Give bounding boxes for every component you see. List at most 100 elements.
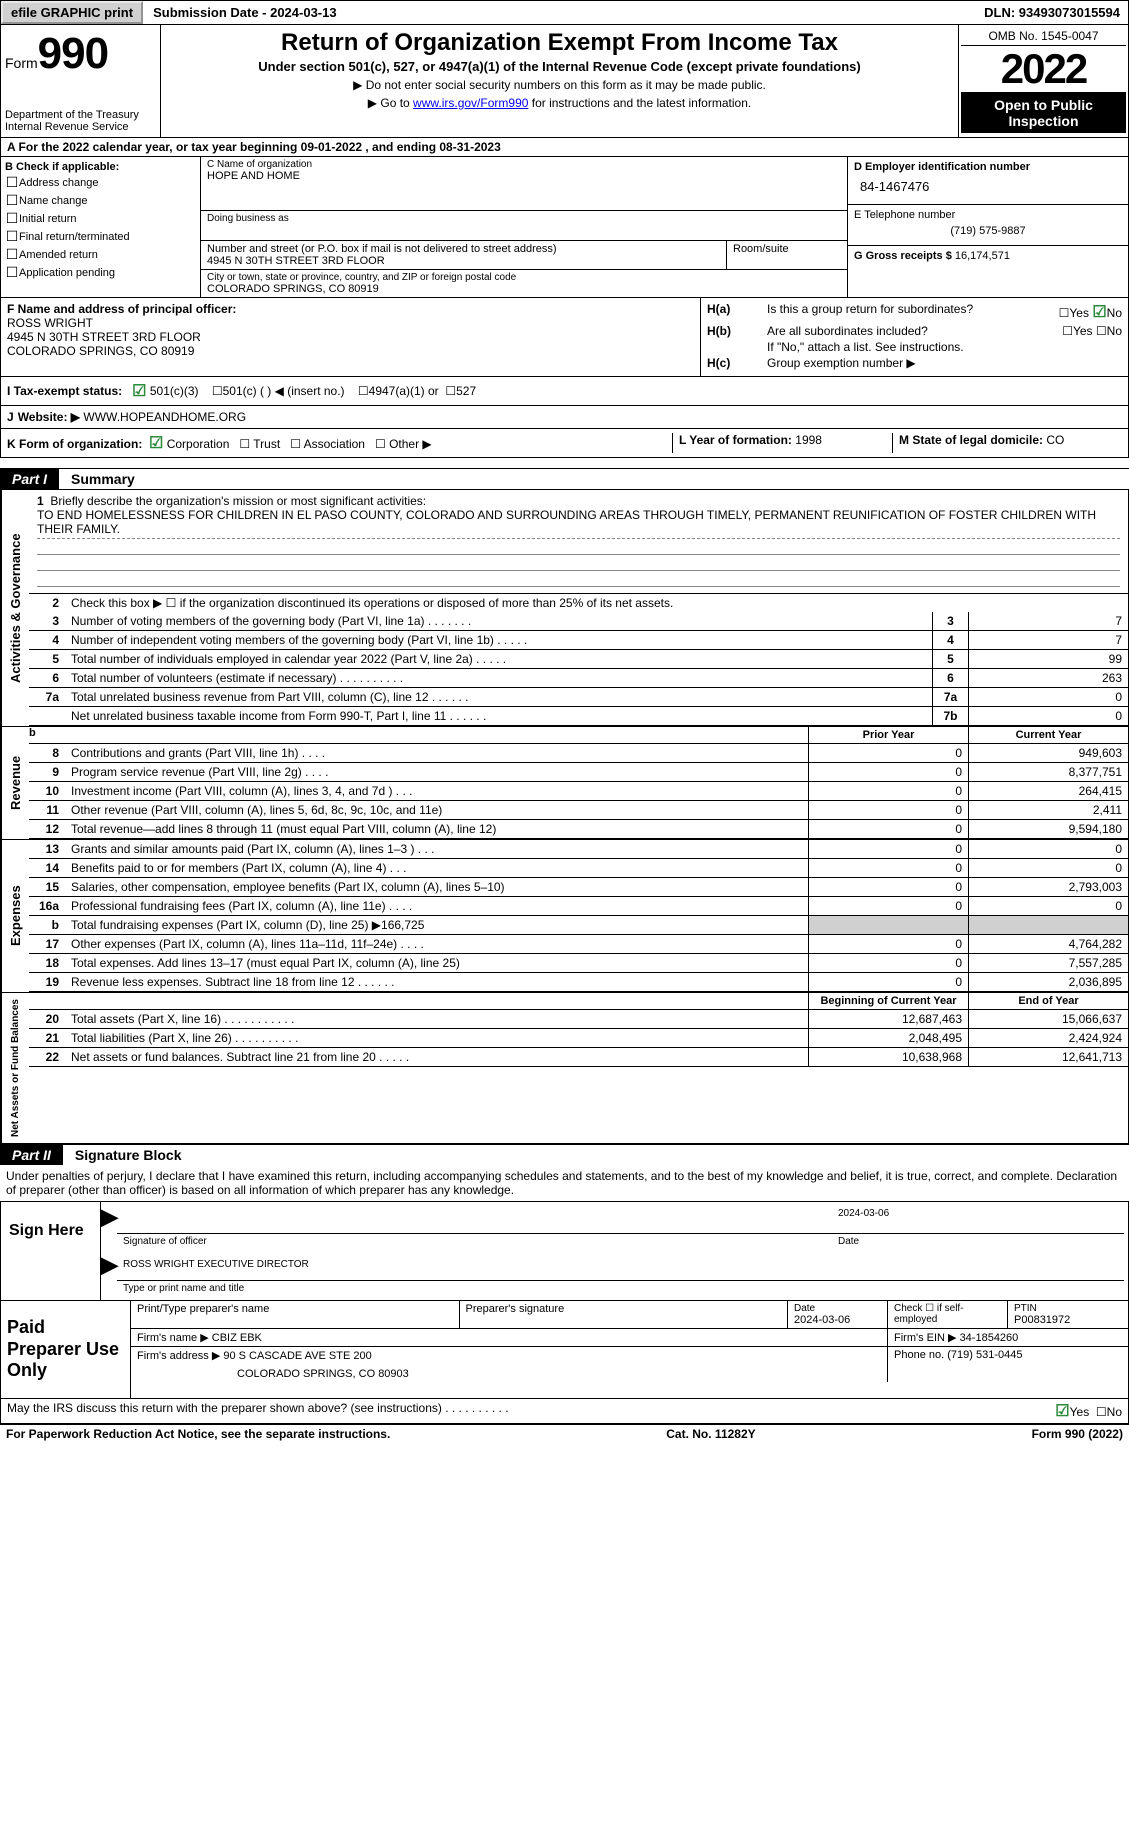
prior-value — [808, 916, 968, 934]
mission-text: TO END HOMELESSNESS FOR CHILDREN IN EL P… — [37, 508, 1120, 539]
firm-ein-value: 34-1854260 — [960, 1332, 1019, 1344]
firm-addr2: COLORADO SPRINGS, CO 80903 — [237, 1368, 881, 1380]
line-text: Total number of volunteers (estimate if … — [65, 669, 932, 687]
line-text: Total liabilities (Part X, line 26) . . … — [65, 1029, 808, 1047]
current-value: 949,603 — [968, 744, 1128, 762]
summary-line: 5Total number of individuals employed in… — [29, 650, 1128, 669]
line-value: 0 — [968, 707, 1128, 725]
hc-text: Group exemption number ▶ — [767, 356, 1122, 370]
omb-number: OMB No. 1545-0047 — [961, 27, 1126, 46]
line-text: Professional fundraising fees (Part IX, … — [65, 897, 808, 915]
j-label: J — [7, 410, 14, 424]
arrow-icon: ▶ — [101, 1252, 118, 1278]
line-number: 12 — [29, 820, 65, 838]
begin-year-header: Beginning of Current Year — [808, 993, 968, 1009]
officer-name: ROSS WRIGHT — [7, 316, 694, 330]
line-box: 7b — [932, 707, 968, 725]
line-number: 3 — [29, 612, 65, 630]
prior-value: 0 — [808, 840, 968, 858]
k-label: K Form of organization: — [7, 437, 142, 451]
i-label: I Tax-exempt status: — [7, 384, 122, 398]
expense-line: 13Grants and similar amounts paid (Part … — [29, 840, 1128, 859]
blank-line — [37, 541, 1120, 555]
expense-line: 19Revenue less expenses. Subtract line 1… — [29, 973, 1128, 992]
efile-button[interactable]: efile GRAPHIC print — [1, 1, 143, 24]
arrow-icon: ▶ — [101, 1204, 118, 1230]
l-value: 1998 — [795, 433, 822, 447]
status-row: I Tax-exempt status: ☑ 501(c)(3) ☐ 501(c… — [0, 377, 1129, 406]
activities-section: Activities & Governance 1 Briefly descri… — [0, 489, 1129, 727]
prep-date-label: Date — [794, 1303, 881, 1314]
line-value: 0 — [968, 688, 1128, 706]
line1-label: Briefly describe the organization's miss… — [50, 494, 426, 508]
chk-address-change[interactable]: ☐Address change — [5, 174, 196, 191]
netasset-line: 20Total assets (Part X, line 16) . . . .… — [29, 1010, 1128, 1029]
activities-vlabel: Activities & Governance — [1, 490, 29, 726]
line-text: Other revenue (Part VIII, column (A), li… — [65, 801, 808, 819]
line-text: Total assets (Part X, line 16) . . . . .… — [65, 1010, 808, 1028]
chk-initial-return[interactable]: ☐Initial return — [5, 210, 196, 227]
m-value: CO — [1046, 433, 1064, 447]
prior-value: 0 — [808, 897, 968, 915]
note-goto-post: for instructions and the latest informat… — [528, 96, 751, 110]
self-employed-check[interactable]: Check ☐ if self-employed — [888, 1301, 1008, 1328]
f-label: F Name and address of principal officer: — [7, 302, 694, 316]
line-value: 99 — [968, 650, 1128, 668]
chk-amended-return[interactable]: ☐Amended return — [5, 246, 196, 263]
ptin-value: P00831972 — [1014, 1314, 1122, 1326]
chk-501c3-icon: ☑ — [132, 381, 146, 401]
m-label: M State of legal domicile: — [899, 433, 1043, 447]
firm-addr1: 90 S CASCADE AVE STE 200 — [223, 1350, 371, 1362]
end-year-header: End of Year — [968, 993, 1128, 1009]
part2-label: Part II — [0, 1145, 63, 1165]
line-number: 19 — [29, 973, 65, 991]
period-row: A For the 2022 calendar year, or tax yea… — [0, 138, 1129, 157]
summary-line: Net unrelated business taxable income fr… — [29, 707, 1128, 726]
expense-line: 17Other expenses (Part IX, column (A), l… — [29, 935, 1128, 954]
line-number: 7a — [29, 688, 65, 706]
room-label: Room/suite — [733, 243, 841, 255]
revenue-line: 8Contributions and grants (Part VIII, li… — [29, 744, 1128, 763]
irs-link[interactable]: www.irs.gov/Form990 — [413, 96, 528, 110]
preparer-label: Paid Preparer Use Only — [1, 1301, 131, 1398]
prep-name-label: Print/Type preparer's name — [137, 1303, 269, 1315]
city-label: City or town, state or province, country… — [207, 272, 841, 283]
line-box: 6 — [932, 669, 968, 687]
current-value: 2,793,003 — [968, 878, 1128, 896]
chk-name-change[interactable]: ☐Name change — [5, 192, 196, 209]
discuss-text: May the IRS discuss this return with the… — [7, 1401, 1055, 1421]
line-text: Contributions and grants (Part VIII, lin… — [65, 744, 808, 762]
line-number: 20 — [29, 1010, 65, 1028]
irs-label: Internal Revenue Service — [5, 121, 156, 133]
chk-final-return[interactable]: ☐Final return/terminated — [5, 228, 196, 245]
begin-value: 10,638,968 — [808, 1048, 968, 1066]
paperwork-notice: For Paperwork Reduction Act Notice, see … — [6, 1427, 390, 1441]
end-value: 2,424,924 — [968, 1029, 1128, 1047]
street-value: 4945 N 30TH STREET 3RD FLOOR — [207, 255, 720, 267]
line-text: Total expenses. Add lines 13–17 (must eq… — [65, 954, 808, 972]
sign-date-label: Date — [838, 1236, 1118, 1247]
type-name-label: Type or print name and title — [123, 1283, 1118, 1294]
revenue-line: 11Other revenue (Part VIII, column (A), … — [29, 801, 1128, 820]
firm-ein-label: Firm's EIN ▶ — [894, 1332, 957, 1344]
sign-here-label: Sign Here — [1, 1202, 101, 1300]
ha-text: Is this a group return for subordinates? — [767, 302, 1059, 322]
line-text: Other expenses (Part IX, column (A), lin… — [65, 935, 808, 953]
part2-header: Part II Signature Block — [0, 1144, 1129, 1165]
note-goto: ▶ Go to www.irs.gov/Form990 for instruct… — [169, 96, 950, 110]
section-f: F Name and address of principal officer:… — [1, 298, 701, 376]
prior-value: 0 — [808, 973, 968, 991]
chk-app-pending[interactable]: ☐Application pending — [5, 264, 196, 281]
hb-yes: Yes — [1073, 324, 1093, 338]
revenue-line: 9Program service revenue (Part VIII, lin… — [29, 763, 1128, 782]
open-public-badge: Open to Public Inspection — [961, 93, 1126, 133]
sign-block: Sign Here ▶ 2024-03-06 Signature of offi… — [0, 1202, 1129, 1301]
summary-line: 6Total number of volunteers (estimate if… — [29, 669, 1128, 688]
line-text: Benefits paid to or for members (Part IX… — [65, 859, 808, 877]
section-k: K Form of organization: ☑ Corporation ☐ … — [7, 433, 672, 453]
expense-line: bTotal fundraising expenses (Part IX, co… — [29, 916, 1128, 935]
prior-value: 0 — [808, 859, 968, 877]
line-number: 10 — [29, 782, 65, 800]
ein-label: D Employer identification number — [854, 161, 1122, 173]
chk-final-return-label: Final return/terminated — [19, 231, 130, 243]
